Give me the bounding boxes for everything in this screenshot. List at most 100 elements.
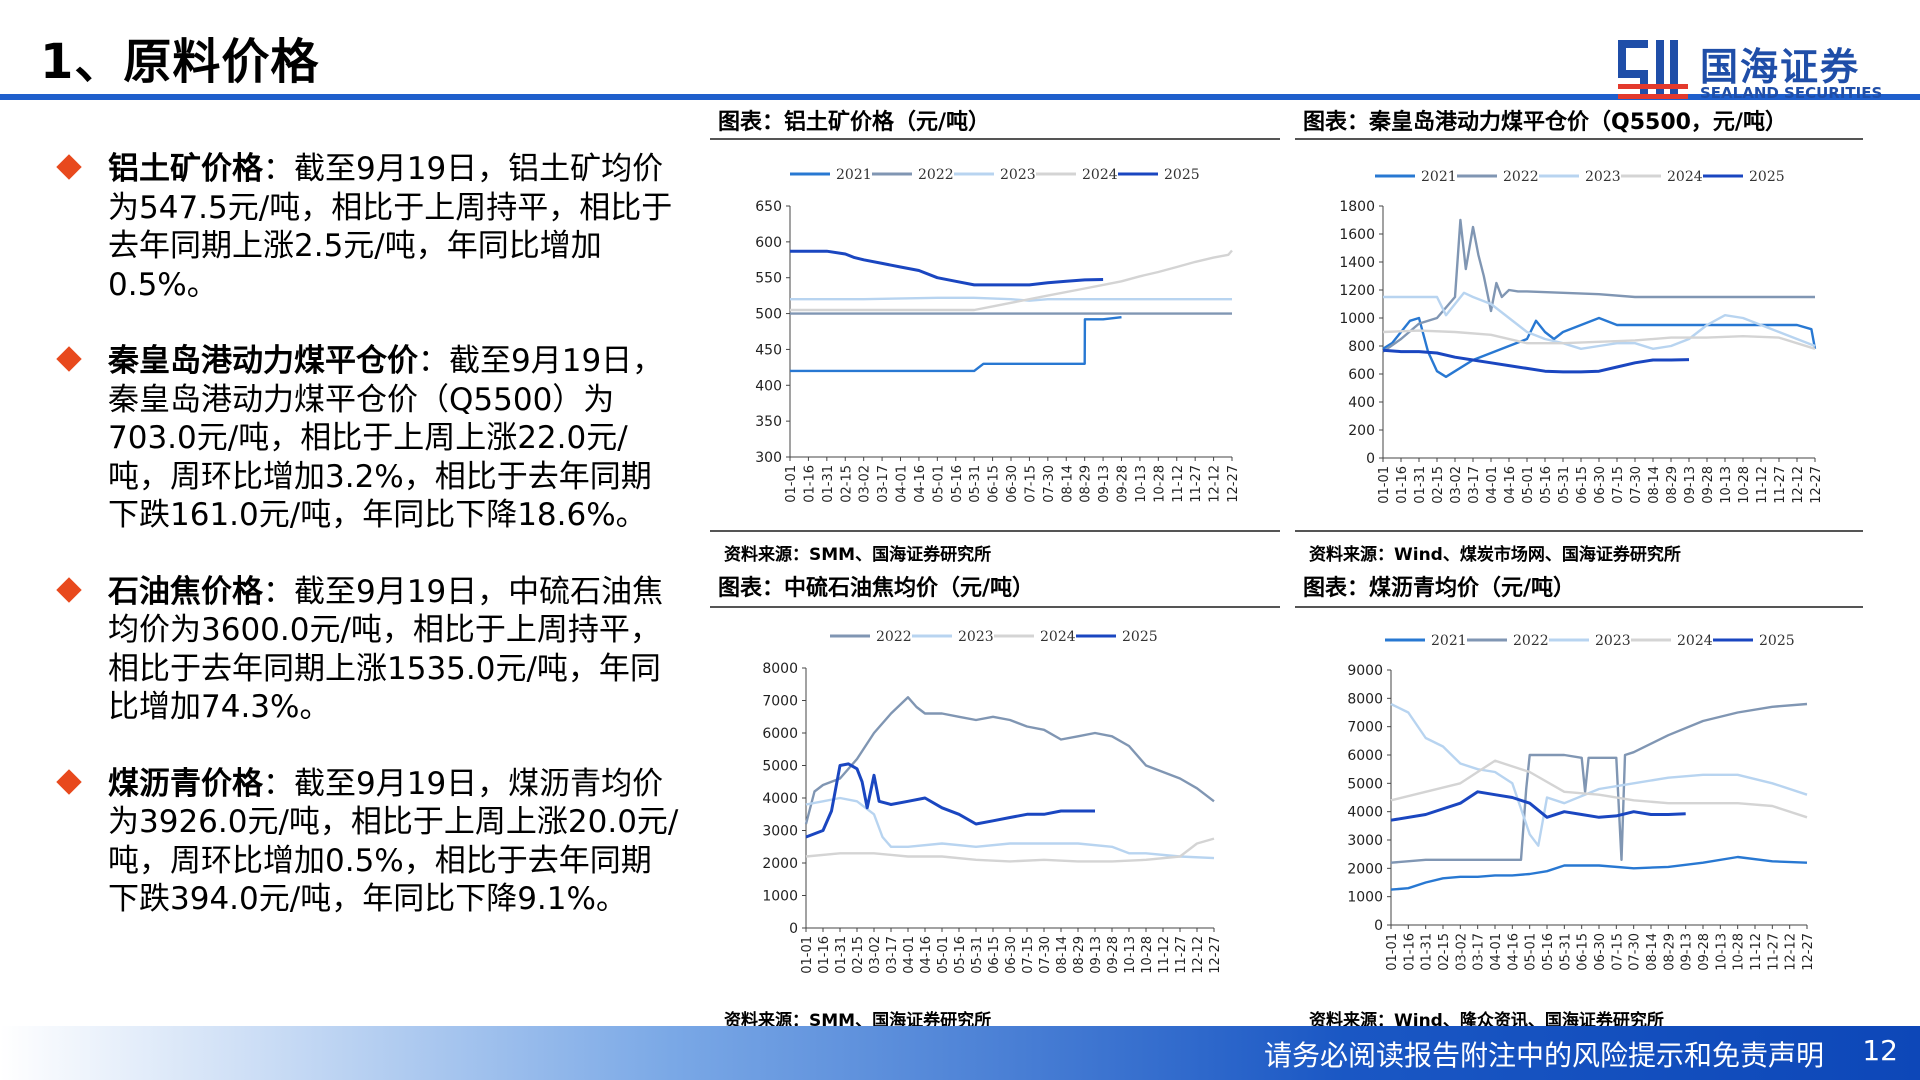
y-tick-label: 1400 bbox=[1339, 255, 1375, 271]
chart-title-rule bbox=[710, 606, 1280, 608]
x-tick-label: 11-27 bbox=[1189, 465, 1204, 503]
legend-label-2023: 2023 bbox=[958, 629, 994, 645]
x-tick-label: 11-12 bbox=[1157, 936, 1172, 974]
y-tick-label: 400 bbox=[1348, 395, 1375, 411]
x-tick-label: 03-02 bbox=[868, 936, 883, 974]
bullet-text: ：截至9月19日，中硫石油焦均价为3600.0元/吨，相比于上周持平，相比于去年… bbox=[108, 573, 664, 726]
x-tick-label: 10-28 bbox=[1732, 933, 1747, 971]
y-tick-label: 1000 bbox=[1347, 890, 1383, 906]
x-tick-label: 01-16 bbox=[1402, 933, 1417, 971]
x-tick-label: 07-15 bbox=[1610, 933, 1625, 971]
y-tick-label: 3000 bbox=[1347, 833, 1383, 849]
chart-source: 资料来源：SMM、国海证券研究所 bbox=[724, 545, 992, 565]
x-tick-label: 06-15 bbox=[1576, 933, 1591, 971]
x-tick-label: 04-01 bbox=[895, 465, 910, 503]
y-tick-label: 1200 bbox=[1339, 283, 1375, 299]
chart-title: 图表：秦皇岛港动力煤平仓价（Q5500，元/吨） bbox=[1303, 110, 1787, 135]
x-tick-label: 12-27 bbox=[1801, 933, 1816, 971]
x-tick-label: 04-01 bbox=[902, 936, 917, 974]
bullet-label: 煤沥青价格 bbox=[108, 765, 263, 802]
x-tick-label: 05-16 bbox=[950, 465, 965, 503]
x-tick-label: 09-28 bbox=[1701, 466, 1716, 504]
x-tick-label: 05-31 bbox=[968, 465, 983, 503]
series-line-2021 bbox=[790, 316, 1122, 373]
legend-label-2024: 2024 bbox=[1677, 633, 1713, 649]
series-line-2022 bbox=[804, 696, 1215, 825]
bullet-coal: 秦皇岛港动力煤平仓价：截至9月19日，秦皇岛港动力煤平仓价（Q5500）为703… bbox=[56, 342, 680, 535]
chart-title-rule bbox=[1295, 138, 1863, 140]
y-tick-label: 8000 bbox=[1347, 691, 1383, 707]
summary-bullets: 铝土矿价格：截至9月19日，铝土矿均价为547.5元/吨，相比于上周持平，相比于… bbox=[56, 150, 680, 957]
series-line-2023 bbox=[1383, 291, 1816, 351]
chart-title: 图表：铝土矿价格（元/吨） bbox=[718, 110, 991, 135]
x-tick-label: 09-28 bbox=[1116, 465, 1131, 503]
y-tick-label: 600 bbox=[755, 235, 782, 251]
y-tick-label: 5000 bbox=[1347, 776, 1383, 792]
series-line-2025 bbox=[1382, 348, 1690, 374]
page-title: 1、原料价格 bbox=[40, 34, 320, 90]
x-tick-label: 04-01 bbox=[1485, 466, 1500, 504]
x-tick-label: 11-12 bbox=[1749, 933, 1764, 971]
legend-label-2022: 2022 bbox=[918, 167, 954, 183]
chart-title: 图表：煤沥青均价（元/吨） bbox=[1303, 576, 1576, 601]
x-tick-label: 01-31 bbox=[1420, 933, 1435, 971]
x-tick-label: 03-02 bbox=[1449, 466, 1464, 504]
y-tick-label: 1000 bbox=[1339, 311, 1375, 327]
legend-label-2022: 2022 bbox=[876, 629, 912, 645]
x-tick-label: 06-30 bbox=[1005, 465, 1020, 503]
y-tick-label: 0 bbox=[789, 921, 798, 937]
chart-title-rule bbox=[710, 138, 1280, 140]
chart-source: 资料来源：Wind、煤炭市场网、国海证券研究所 bbox=[1309, 545, 1681, 565]
x-tick-label: 06-30 bbox=[1593, 933, 1608, 971]
chart-title-rule bbox=[1295, 606, 1863, 608]
y-tick-label: 3000 bbox=[762, 824, 798, 840]
series-line-2023 bbox=[805, 796, 1215, 860]
legend-label-2025: 2025 bbox=[1749, 169, 1785, 185]
x-tick-label: 10-13 bbox=[1719, 466, 1734, 504]
x-tick-label: 01-31 bbox=[834, 936, 849, 974]
series-line-2022 bbox=[1390, 702, 1808, 864]
x-tick-label: 11-27 bbox=[1773, 466, 1788, 504]
x-tick-label: 07-15 bbox=[1023, 465, 1038, 503]
x-tick-label: 11-12 bbox=[1171, 465, 1186, 503]
bullet-petcoke: 石油焦价格：截至9月19日，中硫石油焦均价为3600.0元/吨，相比于上周持平，… bbox=[56, 573, 680, 727]
y-tick-label: 5000 bbox=[762, 759, 798, 775]
y-tick-label: 2000 bbox=[1347, 861, 1383, 877]
bullet-pitch: 煤沥青价格：截至9月19日，煤沥青均价为3926.0元/吨，相比于上周上涨20.… bbox=[56, 765, 680, 919]
series-line-2021 bbox=[1390, 855, 1808, 891]
x-tick-label: 01-31 bbox=[1413, 466, 1428, 504]
x-tick-label: 09-13 bbox=[1680, 933, 1695, 971]
x-tick-label: 01-01 bbox=[1377, 466, 1392, 504]
x-tick-label: 12-12 bbox=[1791, 466, 1806, 504]
y-tick-label: 350 bbox=[755, 414, 782, 430]
x-tick-label: 11-12 bbox=[1755, 466, 1770, 504]
x-tick-label: 05-31 bbox=[1558, 933, 1573, 971]
y-tick-label: 400 bbox=[755, 378, 782, 394]
bullet-label: 石油焦价格 bbox=[108, 573, 263, 610]
y-tick-label: 0 bbox=[1374, 918, 1383, 934]
y-tick-label: 8000 bbox=[762, 661, 798, 677]
y-tick-label: 0 bbox=[1366, 451, 1375, 467]
x-tick-label: 06-15 bbox=[987, 465, 1002, 503]
x-tick-label: 01-01 bbox=[784, 465, 799, 503]
x-tick-label: 07-30 bbox=[1042, 465, 1057, 503]
x-tick-label: 03-17 bbox=[1467, 466, 1482, 504]
series-line-2024 bbox=[1382, 329, 1816, 350]
series-line-2025 bbox=[790, 249, 1104, 287]
legend-label-2021: 2021 bbox=[1421, 169, 1457, 185]
x-tick-label: 08-29 bbox=[1079, 465, 1094, 503]
x-tick-label: 05-01 bbox=[936, 936, 951, 974]
legend-label-2025: 2025 bbox=[1164, 167, 1200, 183]
x-tick-label: 07-30 bbox=[1628, 933, 1643, 971]
x-tick-label: 12-27 bbox=[1208, 936, 1223, 974]
logo-icon bbox=[1618, 40, 1688, 99]
x-tick-label: 11-27 bbox=[1174, 936, 1189, 974]
series-line-2024 bbox=[805, 837, 1215, 863]
y-tick-label: 1800 bbox=[1339, 199, 1375, 215]
y-tick-label: 450 bbox=[755, 342, 782, 358]
x-tick-label: 06-30 bbox=[1004, 936, 1019, 974]
y-tick-label: 200 bbox=[1348, 423, 1375, 439]
x-tick-label: 10-28 bbox=[1152, 465, 1167, 503]
y-tick-label: 1600 bbox=[1339, 227, 1375, 243]
header-divider bbox=[0, 94, 1920, 100]
